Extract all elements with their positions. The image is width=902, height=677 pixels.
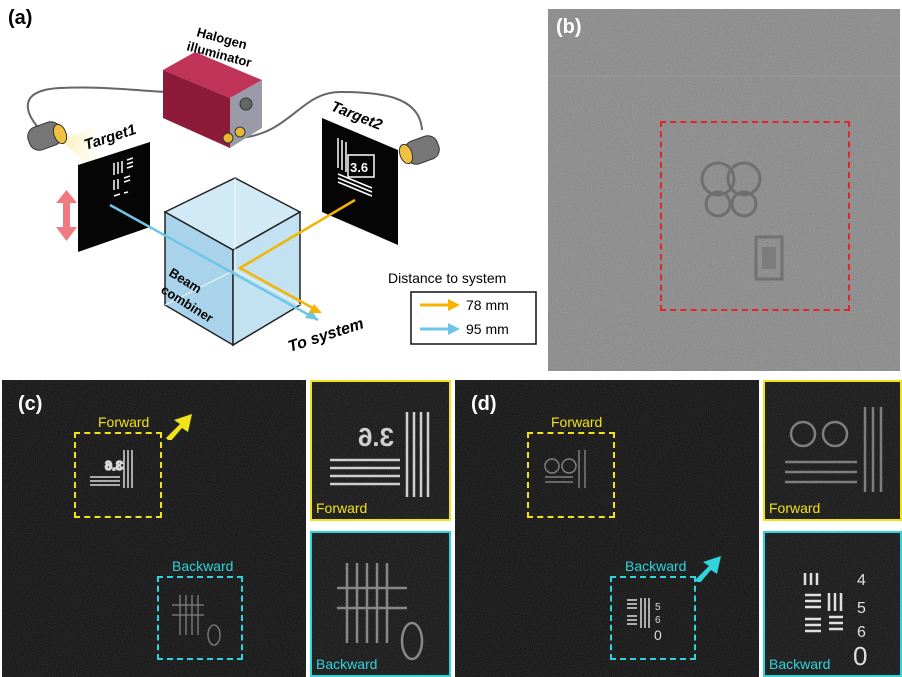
panel-d-main-image: 5 6 0 Forward Backward (d) bbox=[455, 380, 759, 677]
legend-title: Distance to system bbox=[388, 270, 506, 286]
translation-arrow-icon bbox=[56, 190, 77, 241]
forward-label-c: Forward bbox=[98, 414, 150, 430]
forward-roi-box bbox=[74, 432, 162, 518]
roi-dashed-box bbox=[660, 121, 850, 311]
fiber-cable-right bbox=[237, 90, 423, 139]
inset-forward-label-d: Forward bbox=[769, 500, 821, 516]
legend-label-95mm: 95 mm bbox=[466, 321, 509, 337]
panel-c-label: (c) bbox=[18, 393, 43, 415]
panel-a-label: (a) bbox=[8, 7, 33, 29]
panel-d-label: (d) bbox=[471, 393, 497, 415]
panel-d-backward-inset: 4 5 6 0 Backward bbox=[763, 531, 902, 677]
fiber-cable-left bbox=[26, 86, 166, 136]
forward-blur-pattern bbox=[544, 450, 586, 488]
panel-c-forward-inset: 3.6 Forward bbox=[310, 380, 451, 521]
inset-backward-label-d: Backward bbox=[769, 656, 831, 672]
inset-digit-5: 5 bbox=[857, 600, 866, 617]
panel-c-main-image: 3.6 Forward Backward (c) bbox=[2, 380, 306, 677]
forward-label-d: Forward bbox=[551, 414, 603, 430]
backward-roi-box-d bbox=[610, 576, 696, 660]
inset-backward-label-c: Backward bbox=[316, 656, 378, 672]
inset-digit-6: 6 bbox=[857, 624, 866, 641]
digit-5-small: 5 bbox=[655, 602, 661, 613]
backward-arrow-icon bbox=[695, 556, 721, 582]
beam-78mm bbox=[237, 198, 356, 314]
inset-digit-0: 0 bbox=[853, 641, 867, 671]
halogen-illuminator-box bbox=[163, 52, 262, 148]
to-system-label: To system bbox=[286, 315, 366, 355]
legend-box bbox=[410, 291, 537, 345]
inset-mirrored-number-c: 3.6 bbox=[358, 422, 394, 452]
blur-object-lower bbox=[754, 235, 784, 281]
beam-combiner-cube bbox=[163, 177, 302, 347]
target1-plate bbox=[78, 142, 150, 252]
forward-roi-box-d bbox=[527, 432, 615, 518]
panel-d-forward-inset: Forward bbox=[763, 380, 902, 521]
target2-plate: 3.6 bbox=[322, 118, 398, 245]
mirrored-number-c: 3.6 bbox=[105, 458, 123, 473]
optical-setup-diagram: 3.6 Halogen illuminator Target1 Target2 … bbox=[26, 24, 537, 356]
digit-6-small: 6 bbox=[655, 615, 661, 626]
panel-b-label: (b) bbox=[556, 16, 582, 38]
forward-arrow-icon bbox=[166, 414, 192, 440]
backward-roi-box bbox=[157, 576, 243, 660]
legend-label-78mm: 78 mm bbox=[466, 297, 509, 313]
backward-sharp-pattern bbox=[627, 598, 650, 628]
backward-target-pattern bbox=[172, 595, 221, 646]
inset-digit-4: 4 bbox=[857, 572, 866, 589]
backward-label-d: Backward bbox=[625, 558, 687, 574]
blur-object-upper bbox=[700, 161, 762, 218]
backward-label-c: Backward bbox=[172, 558, 234, 574]
beam-95mm bbox=[109, 203, 319, 322]
digit-0-small: 0 bbox=[654, 627, 662, 643]
panel-b-image: (b) bbox=[548, 9, 900, 371]
forward-target-pattern: 3.6 bbox=[90, 450, 133, 488]
panel-c-backward-inset: Backward bbox=[310, 531, 451, 677]
inset-forward-label-c: Forward bbox=[316, 500, 368, 516]
target2-number: 3.6 bbox=[350, 160, 368, 175]
